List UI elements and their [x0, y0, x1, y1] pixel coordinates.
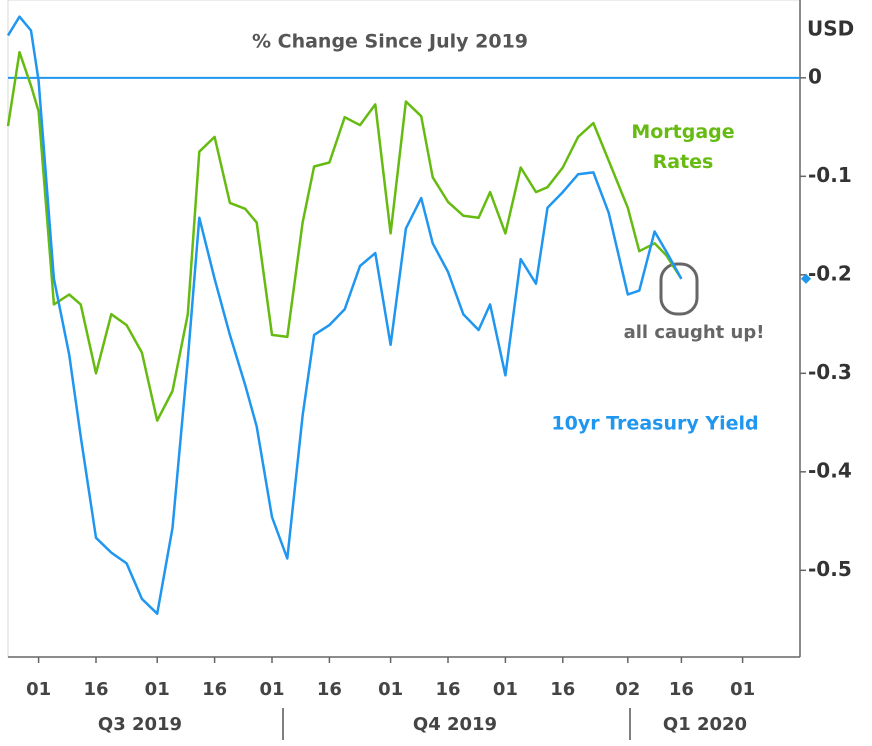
- series-line: [6, 50, 683, 422]
- x-tick-label: 16: [317, 679, 342, 700]
- x-tick-label: 02: [615, 679, 640, 700]
- x-tick-label: 16: [83, 679, 108, 700]
- x-tick-label: 16: [435, 679, 460, 700]
- last-value-marker: [801, 273, 811, 284]
- chart-title: % Change Since July 2019: [252, 31, 528, 53]
- quarter-label: Q1 2020: [663, 714, 747, 735]
- y-tick-label: -0.3: [808, 360, 852, 384]
- x-tick-label: 01: [493, 679, 518, 700]
- y-tick-label: -0.2: [808, 261, 852, 285]
- y-axis-label: USD: [807, 17, 854, 41]
- annotation: all caught up!: [624, 322, 765, 343]
- x-tick-label: 01: [26, 679, 51, 700]
- y-tick-label: 0: [808, 64, 822, 88]
- series-line: [6, 15, 683, 615]
- x-tick-label: 01: [730, 679, 755, 700]
- highlight-circle: [659, 262, 699, 316]
- y-tick-label: -0.4: [808, 458, 852, 482]
- series-label: 10yr Treasury Yield: [551, 413, 758, 435]
- quarter-label: Q4 2019: [413, 714, 497, 735]
- x-tick-label: 16: [669, 679, 694, 700]
- quarter-label: Q3 2019: [98, 714, 182, 735]
- x-tick-label: 01: [378, 679, 403, 700]
- x-tick-label: 16: [202, 679, 227, 700]
- x-tick-label: 01: [259, 679, 284, 700]
- x-tick-label: 01: [145, 679, 170, 700]
- y-tick-label: -0.1: [808, 163, 852, 187]
- y-tick-label: -0.5: [808, 557, 852, 581]
- series-label: Mortgage Rates: [631, 121, 734, 173]
- x-tick-label: 16: [550, 679, 575, 700]
